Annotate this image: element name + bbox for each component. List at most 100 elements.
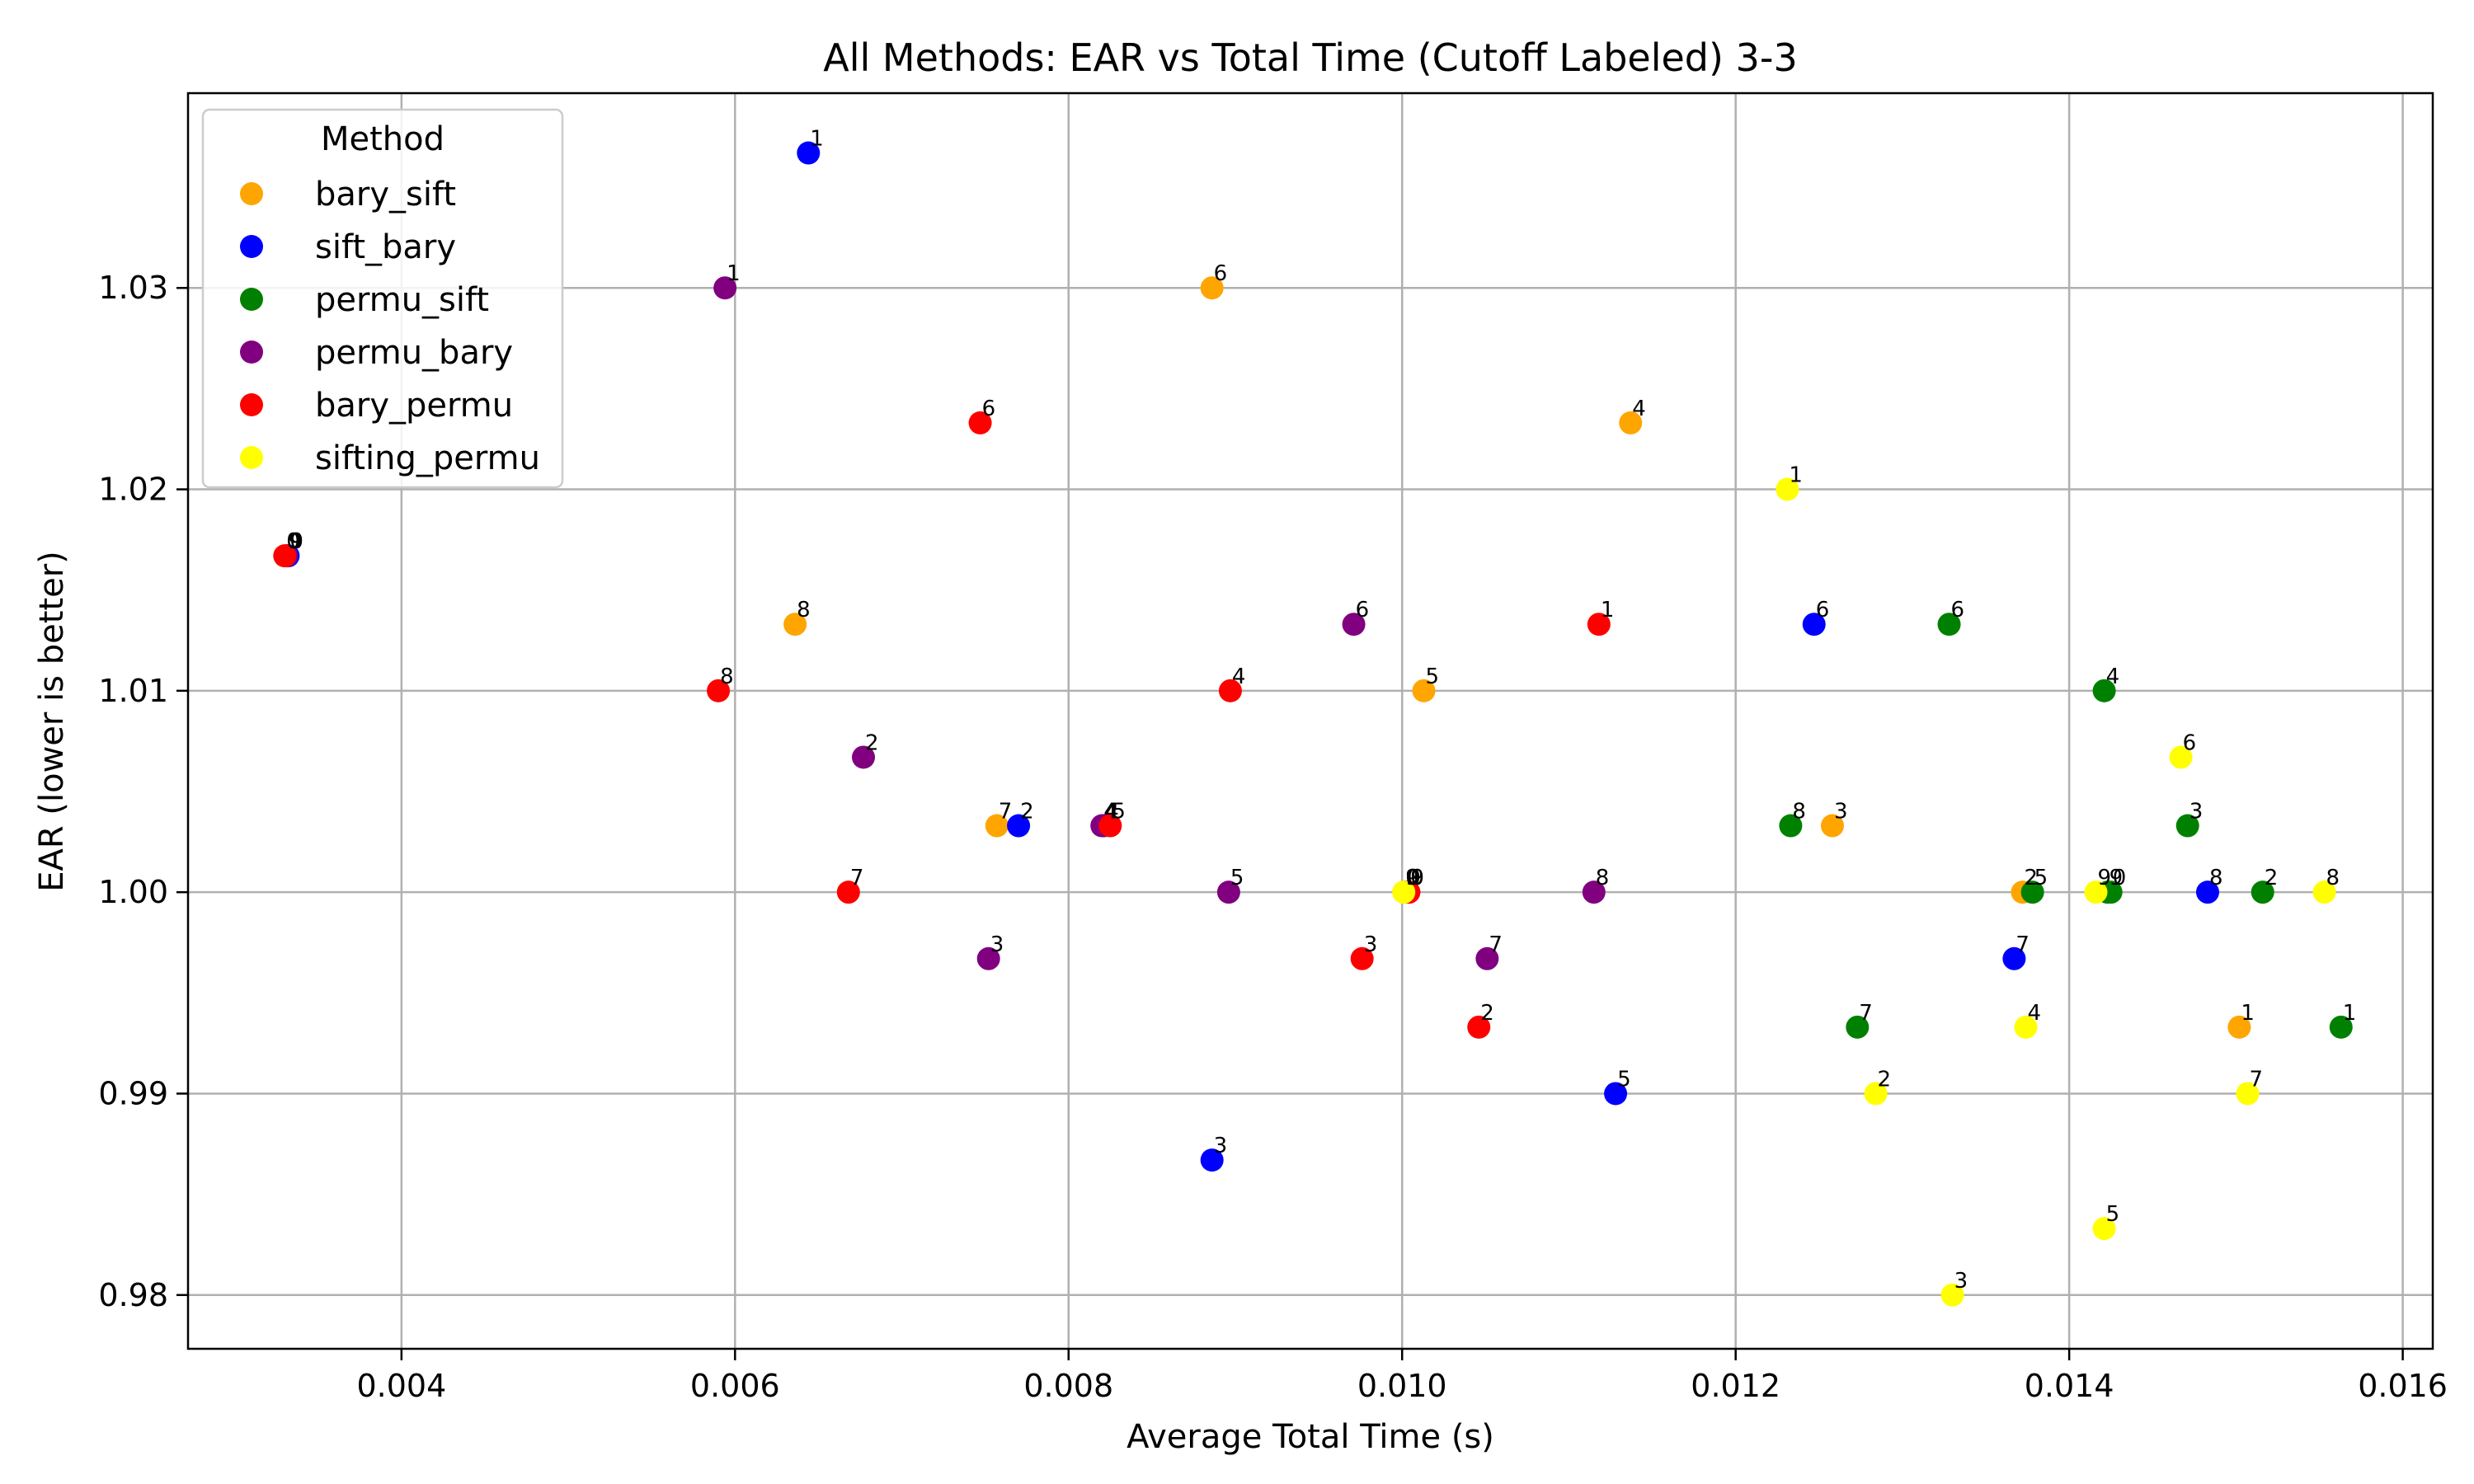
legend-label-sifting_permu: sifting_permu bbox=[315, 439, 540, 477]
point-label: 3 bbox=[1954, 1269, 1968, 1294]
point-label: 7 bbox=[850, 866, 864, 890]
data-point-bary_permu bbox=[273, 544, 297, 568]
x-tick-label: 0.014 bbox=[2025, 1368, 2114, 1404]
data-point-bary_permu bbox=[1467, 1015, 1491, 1039]
point-label: 0 bbox=[286, 529, 300, 554]
data-point-sifting_permu bbox=[1392, 881, 1416, 904]
data-point-sifting_permu bbox=[1776, 477, 1799, 501]
point-label: 1 bbox=[727, 261, 741, 286]
chart-title: All Methods: EAR vs Total Time (Cutoff L… bbox=[823, 35, 1797, 80]
data-point-bary_sift bbox=[1200, 276, 1224, 300]
y-tick-label: 1.03 bbox=[98, 270, 168, 306]
legend-items: bary_sift sift_bary permu_sift permu_baryba… bbox=[240, 176, 540, 477]
point-label: 9 bbox=[2109, 866, 2124, 890]
legend-marker-permu_bary bbox=[240, 340, 263, 364]
data-point-bary_sift bbox=[1412, 679, 1436, 702]
data-point-bary_sift bbox=[1820, 814, 1844, 838]
y-tick-label: 1.01 bbox=[98, 673, 168, 709]
y-tick-label: 1.02 bbox=[98, 472, 168, 508]
data-point-bary_permu bbox=[836, 881, 860, 904]
point-label: 8 bbox=[2209, 866, 2223, 890]
point-label: 0 bbox=[1410, 866, 1424, 890]
point-label: 3 bbox=[990, 932, 1004, 957]
data-point-permu_bary bbox=[976, 946, 1000, 970]
data-point-permu_bary bbox=[1342, 613, 1366, 636]
point-label: 4 bbox=[2028, 1001, 2042, 1026]
point-label: 5 bbox=[1112, 800, 1126, 824]
x-tick-label: 0.008 bbox=[1023, 1368, 1113, 1404]
legend-label-bary_sift: bary_sift bbox=[315, 176, 456, 214]
x-tick-label: 0.012 bbox=[1691, 1368, 1780, 1404]
point-label: 6 bbox=[1356, 598, 1370, 622]
point-label: 5 bbox=[1617, 1067, 1631, 1092]
data-point-sift_bary bbox=[2195, 881, 2219, 904]
point-label: 1 bbox=[1601, 598, 1615, 622]
point-label: 8 bbox=[1596, 866, 1610, 890]
point-label: 1 bbox=[2241, 1001, 2255, 1026]
point-label: 1 bbox=[810, 127, 824, 152]
data-point-bary_sift bbox=[2227, 1015, 2251, 1039]
point-label: 0 bbox=[289, 529, 303, 554]
point-label: 9 bbox=[1410, 866, 1424, 890]
legend-label-permu_bary: permu_bary bbox=[315, 334, 513, 372]
point-label: 7 bbox=[1859, 1001, 1873, 1026]
data-point-permu_sift bbox=[2251, 881, 2274, 904]
data-point-permu_sift bbox=[2020, 881, 2044, 904]
data-point-permu_sift bbox=[2329, 1015, 2353, 1039]
point-label: 2 bbox=[2025, 866, 2039, 890]
y-tick-label: 0.98 bbox=[98, 1277, 168, 1313]
data-point-permu_bary bbox=[1582, 881, 1606, 904]
x-tick-label: 0.010 bbox=[1357, 1368, 1447, 1404]
data-point-sift_bary bbox=[797, 141, 821, 165]
point-label: 5 bbox=[2034, 866, 2048, 890]
data-point-permu_bary bbox=[713, 276, 737, 300]
point-label: 3 bbox=[1214, 1134, 1228, 1158]
point-label: 4 bbox=[1632, 397, 1646, 421]
y-axis-label: EAR (lower is better) bbox=[33, 551, 71, 892]
point-label: 7 bbox=[999, 800, 1013, 824]
point-label: 2 bbox=[865, 730, 879, 755]
data-point-sifting_permu bbox=[1940, 1283, 1964, 1307]
point-label: 6 bbox=[2183, 730, 2197, 755]
plot-area-frame bbox=[186, 92, 2434, 1350]
point-label: 4 bbox=[2106, 665, 2120, 689]
point-label: 9 bbox=[288, 529, 302, 554]
data-point-permu_sift bbox=[1779, 814, 1803, 838]
legend-label-sift_bary: sift_bary bbox=[315, 228, 456, 266]
x-axis-label: Average Total Time (s) bbox=[1126, 1418, 1494, 1456]
point-label: 6 bbox=[1816, 598, 1830, 622]
data-point-permu_sift bbox=[2175, 814, 2199, 838]
point-label: 3 bbox=[1834, 800, 1848, 824]
data-point-sifting_permu bbox=[2312, 881, 2336, 904]
data-point-sift_bary bbox=[1604, 1082, 1628, 1106]
data-point-sift_bary bbox=[1802, 613, 1826, 636]
x-tick-label: 0.016 bbox=[2358, 1368, 2448, 1404]
point-label: 9 bbox=[1405, 866, 1419, 890]
data-point-bary_permu bbox=[1587, 613, 1611, 636]
point-label: 8 bbox=[797, 598, 811, 622]
data-point-permu_bary bbox=[1216, 881, 1240, 904]
y-axis-ticks: 0.98 0.99 1.00 1.01 1.02 1.03 bbox=[98, 270, 188, 1313]
point-label: 5 bbox=[1426, 665, 1440, 689]
data-point-sifting_permu bbox=[2014, 1015, 2038, 1039]
point-label: 7 bbox=[1489, 932, 1503, 957]
point-label: 0 bbox=[1405, 866, 1419, 890]
point-label: 2 bbox=[1480, 1001, 1494, 1026]
legend-box bbox=[201, 108, 564, 489]
point-label: 5 bbox=[1230, 866, 1244, 890]
data-point-bary_permu bbox=[968, 411, 992, 434]
data-point-permu_bary bbox=[1475, 946, 1499, 970]
point-labels: 1234567890123456789012345678901234567890… bbox=[286, 127, 2356, 1294]
legend-label-bary_permu: bary_permu bbox=[315, 387, 513, 425]
point-label: 9 bbox=[2097, 866, 2111, 890]
point-label: 4 bbox=[1103, 800, 1117, 824]
data-point-sifting_permu bbox=[2084, 881, 2108, 904]
point-label: 6 bbox=[982, 397, 996, 421]
point-label: 7 bbox=[2015, 932, 2030, 957]
data-point-permu_sift bbox=[2092, 679, 2116, 702]
x-axis-ticks: 0.004 0.006 0.008 0.010 0.012 0.014 0.016 bbox=[356, 1349, 2448, 1404]
data-point-bary_permu bbox=[1350, 946, 1374, 970]
legend-marker-bary_permu bbox=[240, 393, 263, 416]
point-label: 0 bbox=[2113, 866, 2127, 890]
